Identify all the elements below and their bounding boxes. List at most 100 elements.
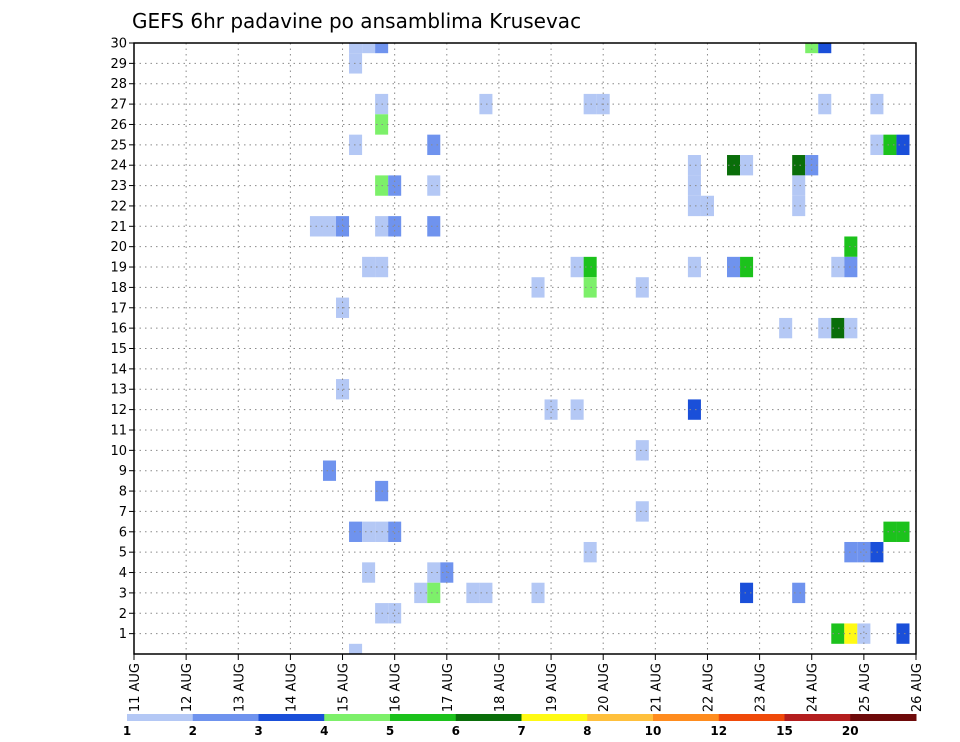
y-tick-label: 3 — [119, 586, 127, 601]
precip-cell-m22-t21.75 — [687, 195, 701, 217]
precip-cell-m16-t23.5 — [779, 317, 793, 339]
y-tick-label: 15 — [110, 342, 127, 357]
x-tick-label: 15 AUG — [337, 663, 352, 712]
colorbar-label: 6 — [452, 724, 460, 738]
x-tick-label: 20 AUG — [597, 663, 612, 712]
y-tick-label: 5 — [119, 546, 127, 561]
precip-cell-m21-t15 — [336, 216, 350, 237]
colorbar: 1 2 3 4 5 6 7 8 10 12 15 20 — [123, 714, 917, 738]
precip-cell-m5-t25 — [857, 541, 871, 563]
y-tick-label: 6 — [119, 525, 127, 540]
precip-cell-m18-t19.75 — [583, 277, 597, 298]
colorbar-segment — [784, 714, 851, 721]
grid-lines — [134, 43, 916, 654]
y-tick-label: 19 — [110, 261, 127, 276]
precip-cell-m16-t24.25 — [818, 317, 832, 339]
colorbar-segment — [192, 714, 259, 721]
precip-cell-m27-t19.75 — [583, 93, 597, 115]
precip-cell-m3-t18.75 — [531, 582, 545, 604]
y-tick-label: 2 — [119, 607, 127, 622]
x-tick-label: 19 AUG — [545, 663, 560, 712]
colorbar-segment — [521, 714, 588, 721]
x-tick-label: 13 AUG — [232, 663, 247, 712]
precip-cell-m25-t25.75 — [896, 134, 910, 156]
precip-cell-m20-t24.75 — [844, 236, 858, 257]
colorbar-label: 5 — [386, 724, 394, 738]
x-tick-label: 16 AUG — [389, 663, 404, 712]
precip-cell-m2-t16 — [388, 603, 402, 624]
precip-cell-m30-t15.5 — [362, 43, 376, 54]
precip-cell-m27-t24.25 — [818, 93, 832, 115]
y-tick-label: 30 — [110, 37, 127, 52]
y-tick-label: 13 — [110, 383, 127, 398]
precip-cell-m19-t19.5 — [570, 256, 584, 278]
x-tick-label: 25 AUG — [858, 663, 873, 712]
precip-cell-m19-t24.75 — [844, 256, 858, 278]
colorbar-label: 8 — [583, 724, 591, 738]
precip-cell-m13-t15 — [336, 379, 350, 400]
x-tick-label: 14 AUG — [284, 663, 299, 712]
colorbar-label: 20 — [842, 724, 859, 738]
precip-cell-m3-t16.75 — [427, 582, 441, 604]
colorbar-label: 12 — [710, 724, 727, 738]
colorbar-segment — [324, 714, 391, 721]
precip-cell-m6-t25.75 — [896, 521, 910, 542]
x-tick-label: 21 AUG — [649, 663, 664, 712]
precip-cell-m5-t24.75 — [844, 541, 858, 563]
precip-cell-m19-t22.75 — [740, 256, 754, 278]
y-tick-label: 16 — [110, 322, 127, 337]
precip-cell-m30-t24.25 — [818, 43, 832, 54]
precip-cell-m4-t16.75 — [427, 562, 441, 583]
x-tick-label: 26 AUG — [910, 663, 925, 712]
colorbar-label: 15 — [776, 724, 793, 738]
y-tick-label: 24 — [110, 159, 127, 174]
y-tick-label: 17 — [110, 301, 127, 316]
colorbar-label: 7 — [517, 724, 525, 738]
y-tick-label: 9 — [119, 464, 127, 479]
y-tick-label: 26 — [110, 118, 127, 133]
y-tick-label: 12 — [110, 403, 127, 418]
colorbar-label: 2 — [189, 724, 197, 738]
colorbar-label: 4 — [320, 724, 328, 738]
precip-cell-m4-t15.5 — [362, 562, 376, 583]
precip-cell-m30-t15.75 — [375, 43, 389, 54]
precip-cell-m1-t25 — [857, 623, 871, 644]
y-tick-label: 20 — [110, 240, 127, 255]
precip-cell-m7-t20.75 — [635, 501, 649, 522]
y-tick-label: 23 — [110, 179, 127, 194]
colorbar-label: 10 — [645, 724, 662, 738]
x-tick-label: 23 AUG — [754, 663, 769, 712]
precip-cell-m25-t16.75 — [427, 134, 441, 156]
precip-cell-m19-t15.5 — [362, 256, 376, 278]
colorbar-segment — [258, 714, 325, 721]
precip-cell-m5-t19.75 — [583, 541, 597, 563]
precip-cell-m19-t19.75 — [583, 256, 597, 278]
precip-cell-m21-t14.75 — [322, 216, 337, 237]
y-tick-label: 27 — [110, 98, 127, 113]
precip-cell-m25-t15.25 — [349, 134, 363, 156]
y-tick-label: 7 — [119, 505, 127, 520]
precip-cell-m23-t23.75 — [792, 175, 806, 196]
precip-cell-m3-t17.5 — [466, 582, 480, 604]
precip-cell-m0-t15.25 — [349, 643, 363, 654]
precip-cell-m12-t21.75 — [687, 399, 701, 420]
precip-cell-m24-t23.75 — [792, 155, 806, 176]
precip-cell-m23-t16 — [388, 175, 402, 196]
precip-cell-m16-t24.5 — [831, 317, 845, 339]
precip-cell-m30-t24 — [805, 43, 819, 54]
precip-cell-m3-t17.75 — [479, 582, 493, 604]
precip-cell-m21-t16 — [388, 216, 402, 237]
y-tick-label: 14 — [110, 362, 127, 377]
precip-cell-m24-t21.75 — [687, 155, 701, 176]
y-tick-label: 22 — [110, 199, 127, 214]
colorbar-segment — [587, 714, 654, 721]
colorbar-label: 1 — [123, 724, 131, 738]
y-tick-label: 28 — [110, 77, 127, 92]
colorbar-segment — [653, 714, 720, 721]
x-tick-label: 24 AUG — [806, 663, 821, 712]
x-tick-label: 12 AUG — [180, 663, 195, 712]
precip-cell-m10-t20.75 — [635, 440, 649, 461]
colorbar-label: 3 — [254, 724, 262, 738]
precip-cell-m23-t21.75 — [687, 175, 701, 196]
x-tick-label: 11 AUG — [128, 663, 143, 712]
